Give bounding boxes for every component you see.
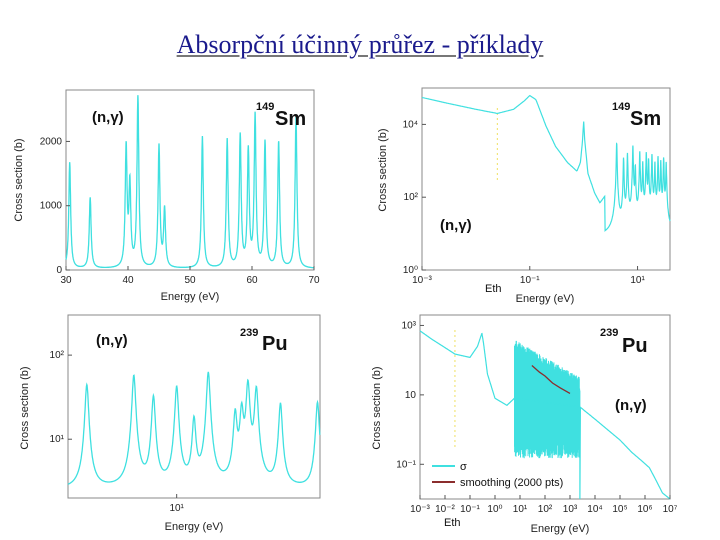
x-tick-label: 10⁻³ [412, 275, 432, 286]
x-axis-label: Energy (eV) [161, 291, 220, 303]
x-axis-label: Energy (eV) [531, 523, 590, 535]
reaction-label: (n,γ) [96, 332, 128, 349]
reaction-label: (n,γ) [440, 217, 472, 234]
x-tick-label: 10¹ [169, 503, 184, 514]
x-tick-label: 10⁶ [637, 504, 652, 515]
y-tick-label: 10 [405, 390, 417, 401]
cross-section-curve [419, 330, 671, 500]
smoothing-curve [531, 365, 571, 394]
thermal-energy-label: Eth [485, 283, 502, 295]
x-tick-label: 60 [246, 275, 258, 286]
y-tick-label: 0 [56, 265, 62, 276]
reaction-label: (n,γ) [92, 109, 124, 126]
isotope-symbol: Sm [630, 108, 661, 130]
isotope-symbol: Pu [262, 333, 288, 355]
page-title: Absorpční účinný průřez - příklady [176, 30, 544, 59]
x-tick-label: 10⁵ [612, 504, 627, 515]
isotope-mass: 149 [612, 101, 630, 113]
x-tick-label: 10³ [563, 504, 578, 515]
y-tick-label: 2000 [40, 136, 63, 147]
isotope-mass: 239 [600, 327, 618, 339]
x-axis-label: Energy (eV) [516, 293, 575, 305]
x-tick-label: 70 [308, 275, 320, 286]
y-axis-label: Cross section (b) [371, 366, 383, 449]
plot-frame [67, 314, 321, 499]
reaction-label: (n,γ) [615, 397, 647, 414]
chart-pu239-full: 10⁻³ 10⁻² 10⁻¹ 10⁰ 10¹ 10² 10³ 10⁴ 10⁵ 10⁶ 10⁷ 10⁻¹… [371, 314, 678, 535]
x-tick-label: 10² [538, 504, 553, 515]
y-tick-label: 10² [404, 192, 419, 203]
isotope-mass: 149 [256, 101, 274, 113]
x-tick-label: 10¹ [630, 275, 645, 286]
x-tick-label: 10⁴ [587, 504, 602, 515]
y-tick-label: 10¹ [50, 434, 65, 445]
x-tick-label: 10⁻¹ [460, 504, 480, 515]
legend-entry-sigma: σ [460, 461, 467, 473]
y-axis-label: Cross section (b) [377, 128, 389, 211]
x-tick-label: 10⁻³ [410, 504, 430, 515]
y-tick-label: 10⁰ [403, 265, 418, 276]
cross-section-curve [67, 371, 321, 485]
y-tick-label: 1000 [40, 201, 63, 212]
x-tick-label: 30 [60, 275, 72, 286]
chart-sm149-linear: 30 40 50 60 70 0 1000 2000 (n,γ) 149 Sm Energy … [13, 89, 320, 303]
x-tick-label: 10⁷ [663, 504, 678, 515]
legend: σ smoothing (2000 pts) [432, 461, 563, 489]
x-tick-label: 10⁻² [435, 504, 455, 515]
y-tick-label: 10⁻¹ [396, 459, 416, 470]
x-axis-label: Energy (eV) [165, 521, 224, 533]
cross-section-curve [421, 94, 671, 233]
isotope-symbol: Pu [622, 335, 648, 357]
y-tick-label: 10² [50, 350, 65, 361]
resolved-resonance-band [514, 340, 581, 459]
isotope-symbol: Sm [275, 108, 306, 130]
x-tick-label: 50 [184, 275, 196, 286]
plot-frame [421, 87, 671, 271]
isotope-mass: 239 [240, 327, 258, 339]
thermal-energy-label: Eth [444, 517, 461, 529]
legend-entry-smoothing: smoothing (2000 pts) [460, 477, 563, 489]
x-tick-label: 10⁻¹ [520, 275, 540, 286]
y-axis-label: Cross section (b) [19, 366, 31, 449]
x-tick-label: 40 [122, 275, 134, 286]
chart-pu239-resonances: 10¹ 10¹ 10² (n,γ) 239 Pu Energy (eV) Cross… [19, 314, 321, 533]
x-tick-label: 10¹ [513, 504, 528, 515]
y-tick-label: 10⁴ [403, 119, 418, 130]
x-tick-label: 10⁰ [487, 504, 502, 515]
y-axis-label: Cross section (b) [13, 138, 25, 221]
chart-sm149-log: 10⁻³ 10⁻¹ 10¹ 10⁰ 10² 10⁴ (n,γ) 149 Sm Eth En… [377, 87, 671, 305]
y-tick-label: 10³ [402, 320, 417, 331]
